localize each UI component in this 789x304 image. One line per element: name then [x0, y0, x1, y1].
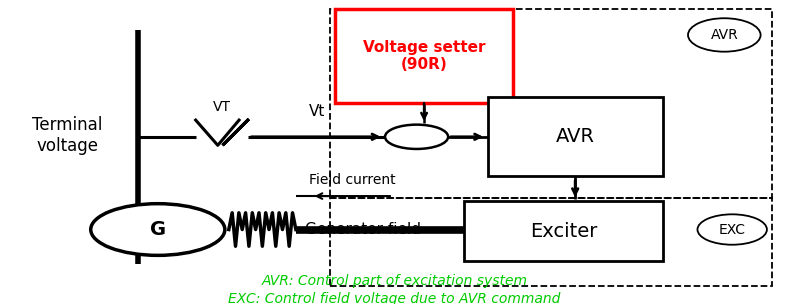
Text: AVR: AVR [555, 127, 595, 146]
Bar [464, 201, 663, 261]
Bar [330, 9, 772, 198]
Bar [330, 198, 772, 286]
Text: Terminal
voltage: Terminal voltage [32, 116, 103, 155]
Ellipse shape [697, 214, 767, 245]
Text: EXC: Control field voltage due to AVR command: EXC: Control field voltage due to AVR co… [228, 292, 561, 304]
Text: Exciter: Exciter [529, 222, 597, 240]
Text: AVR: Control part of excitation system: AVR: Control part of excitation system [261, 274, 528, 288]
Text: EXC: EXC [719, 223, 746, 237]
Circle shape [385, 125, 448, 149]
Bar [488, 97, 663, 176]
Text: G: G [150, 220, 166, 239]
Text: Field current: Field current [309, 173, 395, 187]
Circle shape [91, 204, 225, 255]
Ellipse shape [688, 18, 761, 52]
Text: Vt: Vt [308, 104, 325, 119]
Text: AVR: AVR [710, 28, 739, 42]
Text: VT: VT [213, 100, 231, 114]
Bar [335, 9, 513, 103]
Text: Generator field: Generator field [305, 222, 421, 237]
Text: Voltage setter
(90R): Voltage setter (90R) [363, 40, 485, 72]
